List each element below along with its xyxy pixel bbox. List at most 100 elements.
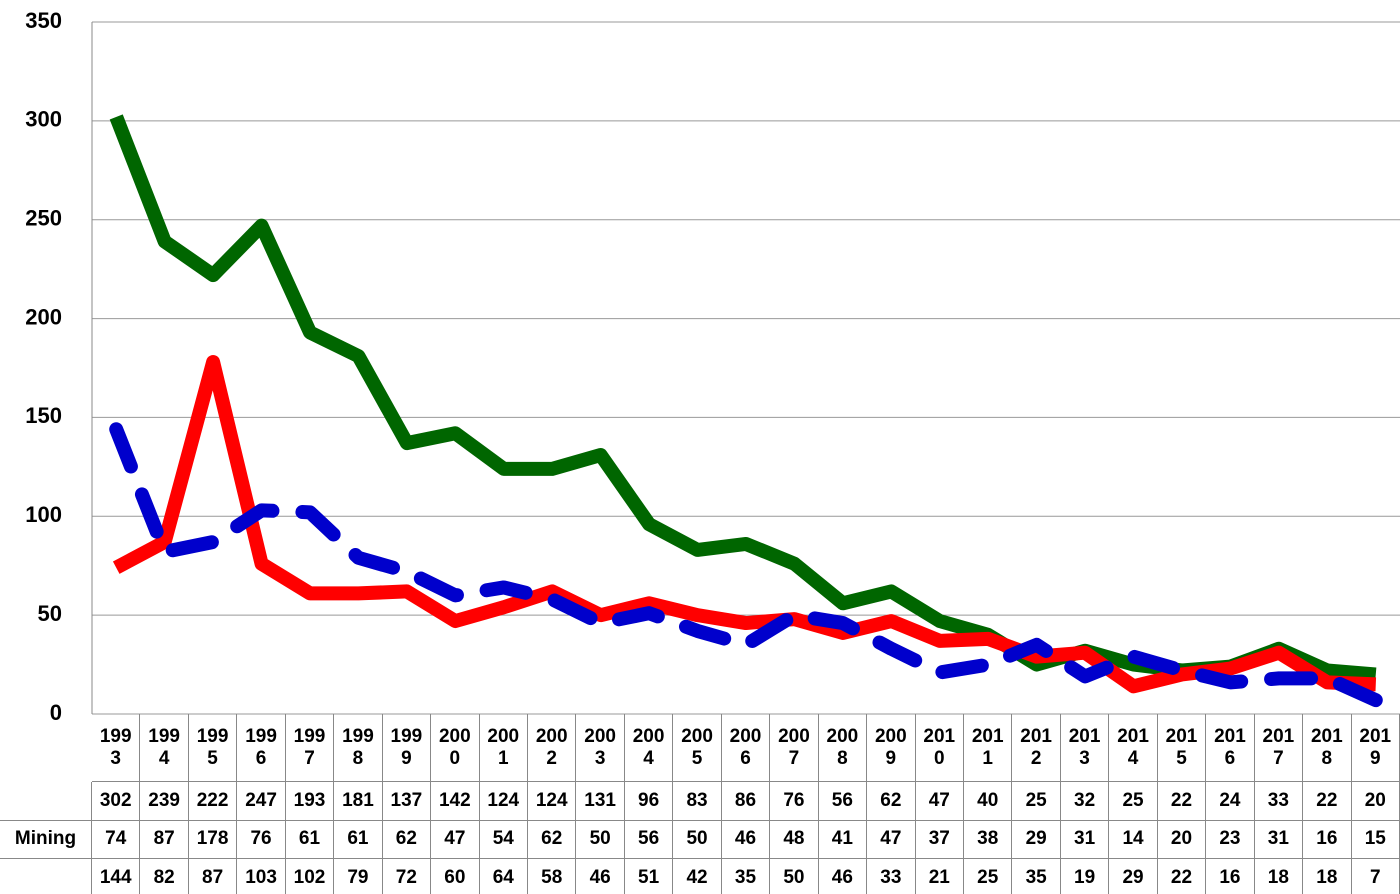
data-label: 35 bbox=[1012, 859, 1060, 894]
data-label: 18 bbox=[1255, 859, 1303, 894]
x-tick-label: 2014 bbox=[1109, 714, 1157, 782]
data-label: 24 bbox=[1206, 782, 1254, 821]
x-tick-label: 2002 bbox=[528, 714, 576, 782]
data-label: 79 bbox=[334, 859, 382, 894]
data-label: 74 bbox=[92, 821, 140, 860]
series-line bbox=[116, 362, 1376, 686]
data-label: 62 bbox=[383, 821, 431, 860]
x-tick-label: 2019 bbox=[1352, 714, 1400, 782]
data-label: 38 bbox=[964, 821, 1012, 860]
data-label: 82 bbox=[140, 859, 188, 894]
data-label: 58 bbox=[528, 859, 576, 894]
data-label: 193 bbox=[286, 782, 334, 821]
y-tick-label: 50 bbox=[38, 601, 62, 626]
x-tick-label: 2008 bbox=[819, 714, 867, 782]
data-label: 25 bbox=[1109, 782, 1157, 821]
data-label: 25 bbox=[1012, 782, 1060, 821]
x-tick-label: 2015 bbox=[1158, 714, 1206, 782]
data-label: 33 bbox=[867, 859, 915, 894]
data-label: 87 bbox=[140, 821, 188, 860]
y-tick-label: 150 bbox=[25, 403, 62, 428]
x-tick-label: 2010 bbox=[916, 714, 964, 782]
data-label: 131 bbox=[576, 782, 624, 821]
data-label: 50 bbox=[673, 821, 721, 860]
x-tick-label: 2007 bbox=[770, 714, 818, 782]
data-label: 18 bbox=[1303, 859, 1351, 894]
data-label: 16 bbox=[1303, 821, 1351, 860]
data-label: 64 bbox=[480, 859, 528, 894]
data-label: 62 bbox=[528, 821, 576, 860]
x-tick-label: 2018 bbox=[1303, 714, 1351, 782]
data-label: 222 bbox=[189, 782, 237, 821]
data-label: 137 bbox=[383, 782, 431, 821]
data-label: 29 bbox=[1012, 821, 1060, 860]
chart: 050100150200250300350 199319941995199619… bbox=[0, 0, 1400, 894]
data-label: 56 bbox=[819, 782, 867, 821]
data-label: 103 bbox=[237, 859, 285, 894]
data-label: 20 bbox=[1158, 821, 1206, 860]
data-label: 144 bbox=[92, 859, 140, 894]
y-tick-label: 100 bbox=[25, 502, 62, 527]
data-label: 124 bbox=[528, 782, 576, 821]
data-label: 247 bbox=[237, 782, 285, 821]
x-tick-label: 1997 bbox=[286, 714, 334, 782]
data-label: 22 bbox=[1303, 782, 1351, 821]
data-label: 83 bbox=[673, 782, 721, 821]
legend-label: Mining bbox=[0, 821, 92, 860]
data-label: 47 bbox=[916, 782, 964, 821]
y-tick-label: 300 bbox=[25, 107, 62, 132]
data-label: 23 bbox=[1206, 821, 1254, 860]
data-label: 239 bbox=[140, 782, 188, 821]
y-tick-label: 200 bbox=[25, 304, 62, 329]
data-label: 42 bbox=[673, 859, 721, 894]
data-label: 61 bbox=[334, 821, 382, 860]
y-tick-label: 250 bbox=[25, 206, 62, 231]
x-tick-label: 2009 bbox=[867, 714, 915, 782]
x-tick-label: 2011 bbox=[964, 714, 1012, 782]
x-tick-label: 2003 bbox=[576, 714, 624, 782]
data-label: 41 bbox=[819, 821, 867, 860]
x-tick-label: 2013 bbox=[1061, 714, 1109, 782]
data-label: 124 bbox=[480, 782, 528, 821]
data-label: 46 bbox=[576, 859, 624, 894]
data-label: 72 bbox=[383, 859, 431, 894]
data-label: 33 bbox=[1255, 782, 1303, 821]
data-label: 40 bbox=[964, 782, 1012, 821]
y-tick-label: 0 bbox=[50, 700, 62, 725]
data-label: 51 bbox=[625, 859, 673, 894]
x-tick-label: 2012 bbox=[1012, 714, 1060, 782]
data-label: 7 bbox=[1352, 859, 1400, 894]
data-label: 50 bbox=[770, 859, 818, 894]
data-label: 16 bbox=[1206, 859, 1254, 894]
data-label: 302 bbox=[92, 782, 140, 821]
data-label: 86 bbox=[722, 782, 770, 821]
data-label: 19 bbox=[1061, 859, 1109, 894]
data-label: 76 bbox=[237, 821, 285, 860]
data-label: 46 bbox=[722, 821, 770, 860]
data-label: 76 bbox=[770, 782, 818, 821]
data-label: 142 bbox=[431, 782, 479, 821]
x-tick-label: 1998 bbox=[334, 714, 382, 782]
x-tick-label: 1995 bbox=[189, 714, 237, 782]
x-tick-label: 2005 bbox=[673, 714, 721, 782]
x-tick-label: 2016 bbox=[1206, 714, 1254, 782]
data-label: 37 bbox=[916, 821, 964, 860]
data-label: 22 bbox=[1158, 859, 1206, 894]
data-label: 20 bbox=[1352, 782, 1400, 821]
x-tick-label: 2006 bbox=[722, 714, 770, 782]
data-label: 61 bbox=[286, 821, 334, 860]
x-tick-label: 2004 bbox=[625, 714, 673, 782]
x-tick-label: 1994 bbox=[140, 714, 188, 782]
data-label: 96 bbox=[625, 782, 673, 821]
data-label: 21 bbox=[916, 859, 964, 894]
data-label: 22 bbox=[1158, 782, 1206, 821]
data-label: 50 bbox=[576, 821, 624, 860]
data-label: 46 bbox=[819, 859, 867, 894]
data-label: 47 bbox=[867, 821, 915, 860]
data-label: 60 bbox=[431, 859, 479, 894]
legend-label bbox=[0, 782, 92, 821]
x-tick-label: 2001 bbox=[480, 714, 528, 782]
data-label: 87 bbox=[189, 859, 237, 894]
data-label: 54 bbox=[480, 821, 528, 860]
data-label: 32 bbox=[1061, 782, 1109, 821]
